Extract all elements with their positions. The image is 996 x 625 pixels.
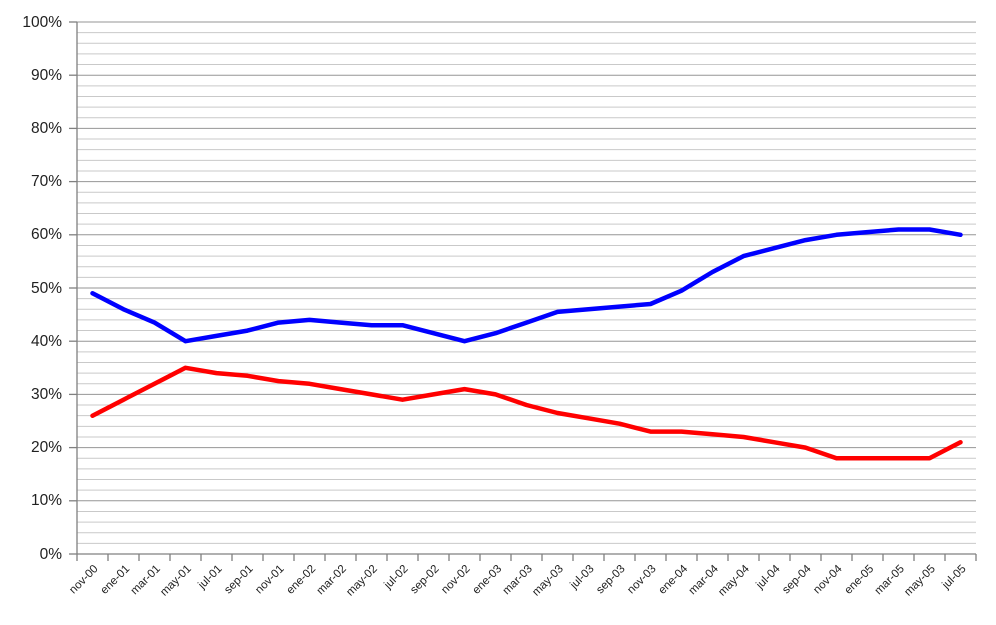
minor-gridlines [77, 32, 976, 544]
y-axis-label: 30% [30, 385, 62, 403]
y-axis-label: 50% [30, 279, 62, 297]
y-axis-label: 100% [22, 13, 62, 31]
y-axis-label: 80% [30, 119, 62, 137]
y-axis-label: 60% [30, 226, 62, 244]
y-axis-label: 40% [30, 332, 62, 350]
x-axis-ticks [76, 554, 977, 561]
y-axis-ticks [69, 21, 77, 555]
series-red-line [90, 365, 963, 461]
y-axis-label: 20% [30, 439, 62, 457]
series-blue-line [90, 227, 963, 344]
y-axis-label: 70% [30, 173, 62, 191]
y-axis-label: 0% [39, 545, 62, 563]
y-axis-label: 10% [30, 492, 62, 510]
y-axis-label: 90% [30, 66, 62, 84]
major-gridlines [77, 21, 976, 555]
